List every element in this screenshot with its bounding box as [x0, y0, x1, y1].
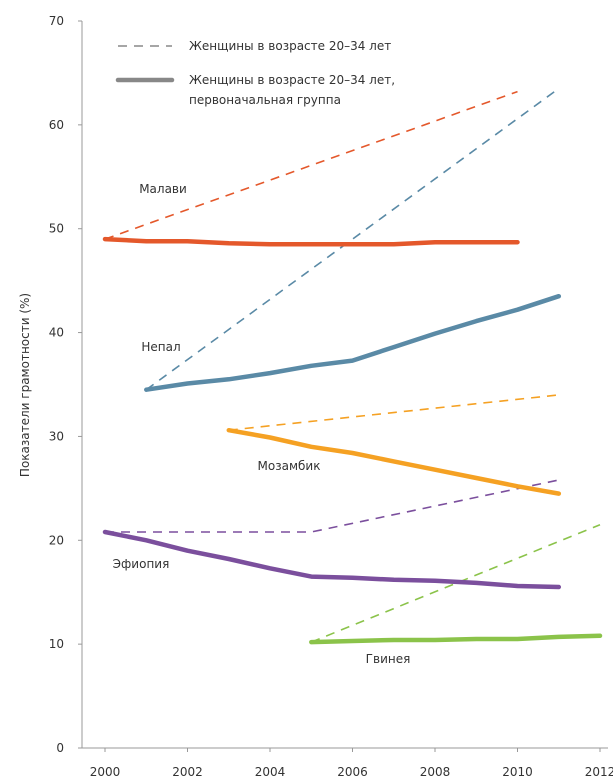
series-label-гвинея: Гвинея [366, 652, 411, 666]
series-dashed-непал [145, 87, 560, 391]
y-tick-label: 60 [49, 118, 64, 132]
series-label-непал: Непал [141, 340, 180, 354]
x-tick-label: 2004 [255, 765, 286, 779]
series-solid-малави [102, 236, 520, 247]
dashed-series-lines [104, 87, 601, 643]
series-solid-непал [144, 293, 562, 392]
x-tick-label: 2000 [90, 765, 121, 779]
solid-series-lines [102, 236, 603, 645]
legend-dashed-label: Женщины в возрасте 20–34 лет [189, 39, 391, 53]
series-label-малави: Малави [139, 182, 187, 196]
x-tick-label: 2008 [420, 765, 451, 779]
y-tick-label: 10 [49, 637, 64, 651]
x-tick-label: 2010 [502, 765, 533, 779]
series-dashed-гвинея [310, 523, 601, 643]
series-label-эфиопия: Эфиопия [113, 557, 170, 571]
x-tick-label: 2012 [585, 765, 613, 779]
series-solid-мозамбик [226, 427, 562, 496]
y-tick-label: 70 [49, 14, 64, 28]
y-tick-label: 20 [49, 533, 64, 547]
series-solid-гвинея [309, 633, 603, 645]
series-dashed-малави [104, 90, 518, 240]
series-labels: Малави Непал Мозамбик Эфиопия Гвинея [113, 182, 411, 666]
axis-ticks: 0 10 20 30 40 50 60 70 2000 2002 2004 2006 2008 2010 2… [49, 14, 613, 779]
axes [81, 21, 608, 749]
legend-solid-label-line2: первоначальная группа [189, 93, 341, 107]
y-tick-label: 30 [49, 429, 64, 443]
y-tick-label: 40 [49, 326, 64, 340]
series-dashed-мозамбик [228, 394, 559, 431]
legend: Женщины в возрасте 20–34 лет Женщины в в… [115, 39, 395, 107]
x-tick-label: 2006 [337, 765, 368, 779]
y-tick-label: 50 [49, 222, 64, 236]
series-dashed-эфиопия [105, 479, 559, 533]
series-solid-эфиопия [102, 529, 562, 590]
legend-solid-label-line1: Женщины в возрасте 20–34 лет, [189, 73, 395, 87]
y-tick-label: 0 [56, 741, 64, 755]
y-axis-title: Показатели грамотности (%) [18, 293, 32, 477]
x-tick-label: 2002 [172, 765, 203, 779]
series-label-мозамбик: Мозамбик [258, 459, 321, 473]
